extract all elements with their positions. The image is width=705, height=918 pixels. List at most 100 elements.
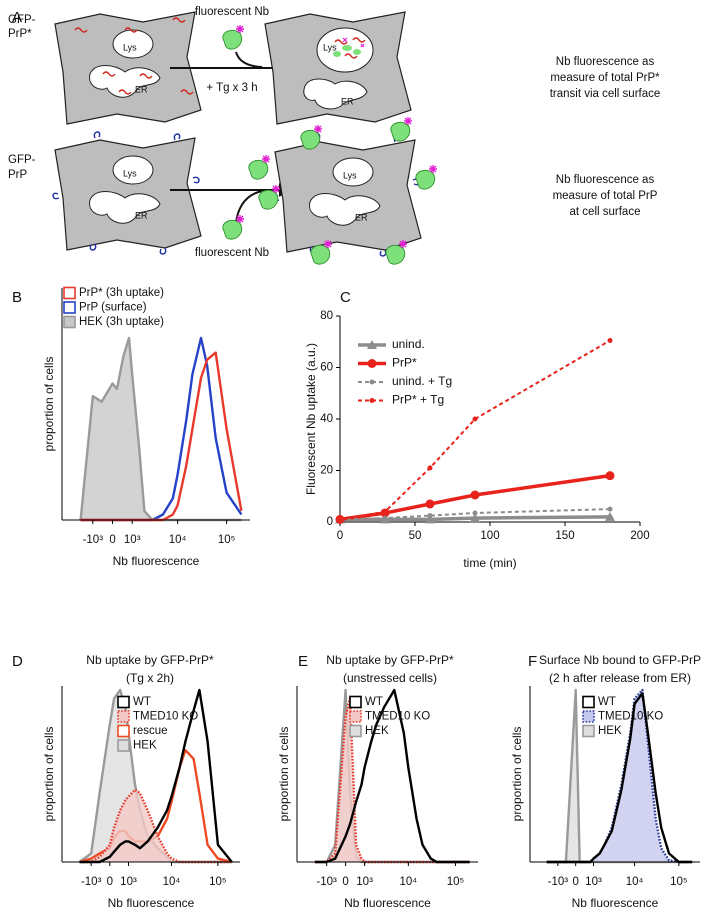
- y-axis-label: proportion of cells: [277, 727, 291, 822]
- x-tick-label: 200: [630, 530, 649, 542]
- construct-label: PrP*: [8, 28, 32, 40]
- x-tick-label: 10³: [585, 876, 602, 888]
- density-curve: [314, 697, 470, 864]
- legend-label: HEK: [133, 740, 157, 752]
- data-marker: [605, 471, 615, 481]
- x-axis-label: Nb fluorescence: [108, 896, 195, 910]
- y-tick-label: 0: [327, 516, 333, 528]
- data-marker: [425, 499, 435, 509]
- data-marker: [427, 513, 433, 519]
- chart-subtitle: (2 h after release from ER): [549, 671, 691, 685]
- legend-label: HEK: [365, 725, 389, 737]
- x-tick-label: -10³: [81, 876, 102, 888]
- result-text: measure of total PrP: [553, 190, 658, 202]
- x-tick-label: -10³: [548, 876, 569, 888]
- density-curve: [79, 688, 233, 864]
- organelle-label: ER: [135, 210, 148, 220]
- organelle-label: Lys: [123, 42, 137, 52]
- legend-label: WT: [598, 696, 616, 708]
- data-marker: [470, 513, 480, 523]
- x-tick-label: -10³: [83, 534, 104, 546]
- data-marker: [607, 337, 613, 343]
- cell: Lys ER: [54, 11, 202, 125]
- legend-label: TMED10 KO: [365, 711, 430, 723]
- legend-swatch: [582, 695, 595, 709]
- result-text: transit via cell surface: [550, 88, 661, 100]
- legend-label: unind. + Tg: [392, 374, 452, 388]
- legend-swatch: [63, 286, 76, 300]
- arrow: [235, 51, 263, 68]
- arrow: [235, 190, 263, 223]
- x-tick-label: 10⁵: [209, 876, 227, 888]
- panel-letter: F: [528, 653, 537, 670]
- data-marker: [337, 516, 343, 522]
- legend-swatch: [582, 710, 595, 723]
- legend-swatch: [117, 724, 130, 738]
- legend-swatch: [63, 315, 76, 329]
- cell: Lys ER: [264, 11, 412, 125]
- legend-label: PrP* (3h uptake): [79, 287, 164, 299]
- legend-swatch: [117, 695, 130, 709]
- legend-marker: [369, 379, 375, 385]
- y-tick-label: 40: [320, 413, 333, 425]
- legend-swatch: [63, 301, 76, 314]
- nanobody-icon: [222, 214, 245, 240]
- organelle-label: Lys: [123, 168, 137, 178]
- construct-label: GFP-: [8, 14, 36, 26]
- legend-label: TMED10 KO: [598, 711, 663, 723]
- legend-marker: [369, 398, 375, 403]
- y-tick-label: 60: [320, 362, 333, 374]
- result-text: Nb fluorescence as: [556, 174, 655, 186]
- legend-swatch: [349, 710, 362, 723]
- data-marker: [472, 416, 478, 422]
- x-tick-label: -10³: [316, 876, 337, 888]
- nanobody-icon: [248, 154, 271, 180]
- x-axis-label: Nb fluorescence: [113, 554, 200, 568]
- x-tick-label: 0: [337, 530, 343, 542]
- y-tick-label: 20: [320, 465, 333, 477]
- data-marker: [472, 510, 478, 516]
- legend-swatch: [349, 695, 362, 709]
- chart-title: Surface Nb bound to GFP-PrP: [539, 653, 701, 667]
- chart-title: Nb uptake by GFP-PrP*: [86, 653, 214, 667]
- reagent-label: fluorescent Nb: [195, 6, 269, 18]
- x-tick-label: 100: [480, 530, 499, 542]
- legend-label: HEK (3h uptake): [79, 316, 164, 328]
- organelle-label: ER: [341, 96, 354, 106]
- y-axis-label: proportion of cells: [42, 357, 56, 452]
- data-line: [339, 508, 611, 521]
- nanobody-icon: [258, 184, 281, 210]
- y-tick-label: 80: [320, 310, 333, 322]
- legend-label: TMED10 KO: [133, 711, 198, 723]
- cell: Lys ER: [52, 131, 202, 255]
- chart-subtitle: (Tg x 2h): [126, 671, 174, 685]
- x-tick-label: 10⁵: [218, 534, 236, 546]
- x-tick-label: 10⁴: [399, 876, 417, 888]
- x-tick-label: 50: [409, 530, 422, 542]
- chart-subtitle: (unstressed cells): [343, 671, 437, 685]
- condition-label: + Tg x 3 h: [206, 82, 257, 94]
- y-axis-label: Fluorescent Nb uptake (a.u.): [304, 343, 318, 495]
- organelle-label: ER: [355, 212, 368, 222]
- x-tick-label: 10⁴: [169, 534, 187, 546]
- panel-letter: B: [12, 289, 22, 306]
- data-marker: [382, 509, 388, 515]
- legend-swatch: [582, 724, 595, 738]
- legend-label: PrP* + Tg: [392, 393, 444, 407]
- panel-letter: C: [340, 289, 351, 306]
- data-marker: [427, 465, 433, 471]
- legend-label: HEK: [598, 725, 622, 737]
- legend-swatch: [117, 710, 130, 723]
- x-axis-label: time (min): [463, 556, 516, 570]
- x-tick-label: 10⁴: [163, 876, 181, 888]
- construct-label: GFP-: [8, 154, 36, 166]
- legend-label: rescue: [133, 725, 168, 737]
- legend-label: WT: [365, 696, 383, 708]
- legend-label: unind.: [392, 337, 425, 351]
- data-marker: [607, 506, 613, 512]
- x-tick-label: 0: [107, 876, 113, 888]
- x-tick-label: 10³: [120, 876, 137, 888]
- x-tick-label: 150: [555, 530, 574, 542]
